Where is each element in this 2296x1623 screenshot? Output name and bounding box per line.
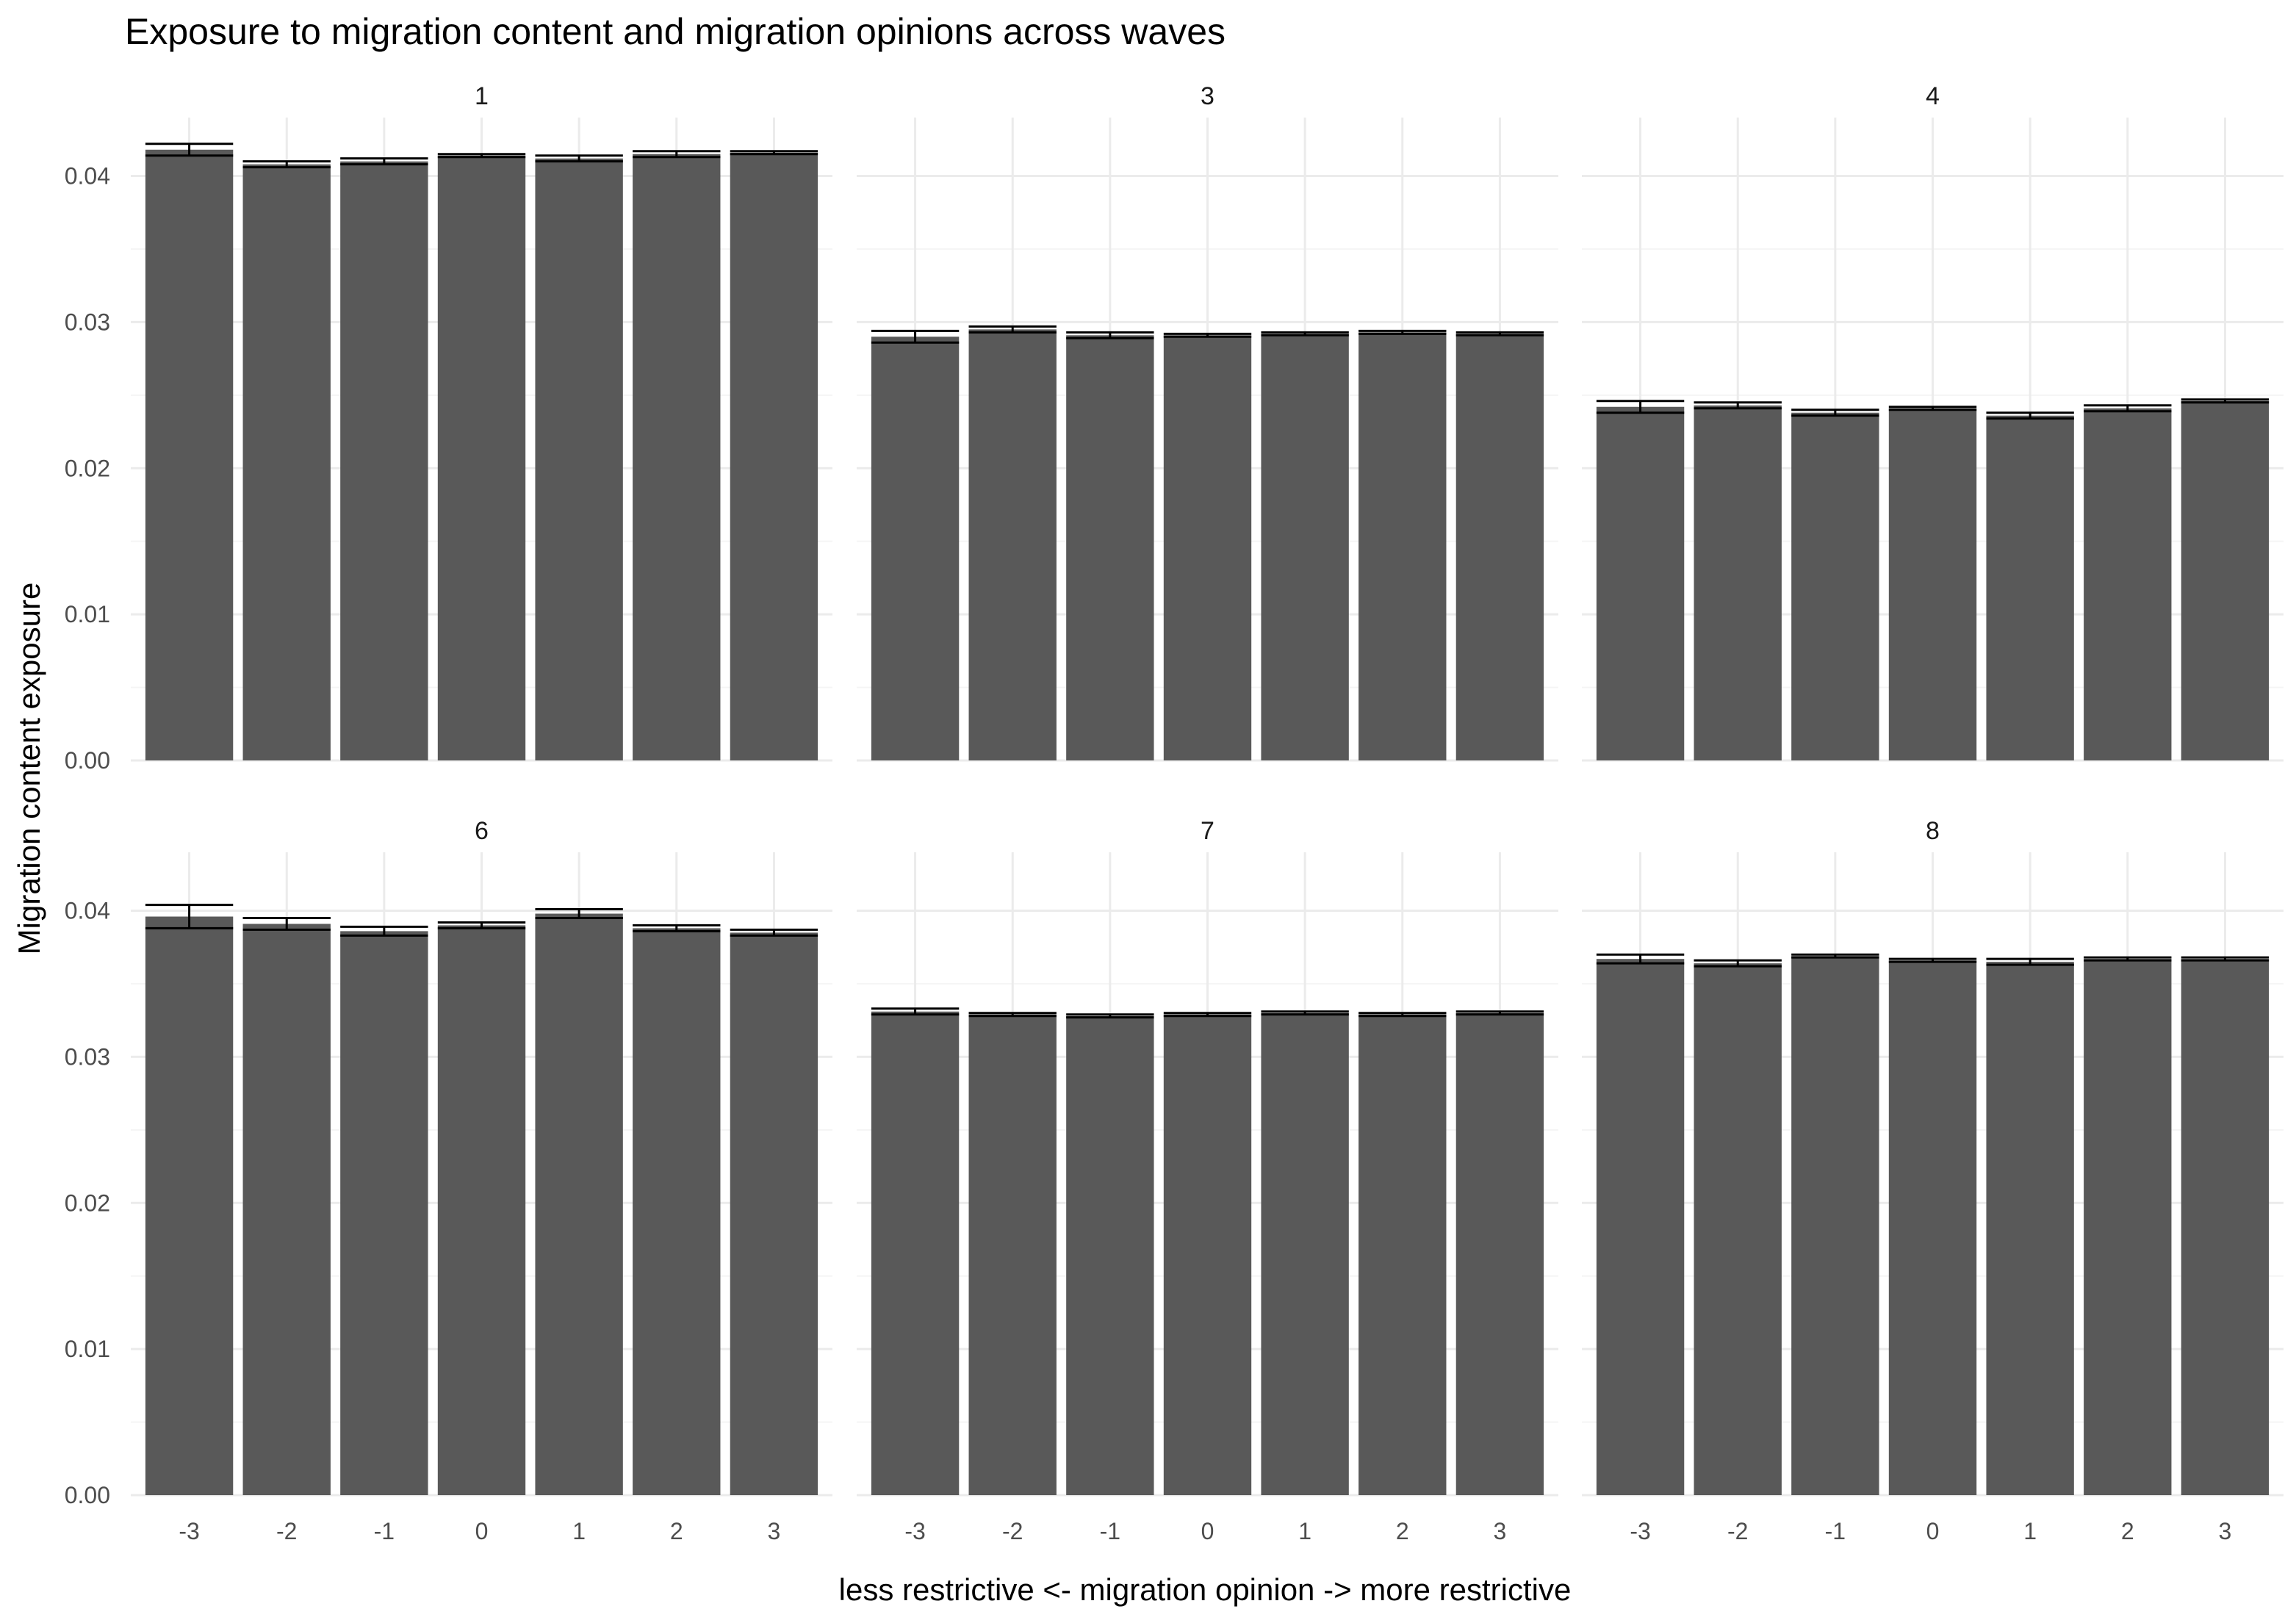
bar xyxy=(145,916,234,1495)
bar xyxy=(1455,1012,1544,1495)
bar xyxy=(1358,1014,1447,1495)
bar xyxy=(145,149,234,760)
bar xyxy=(242,164,331,761)
panel-label: 7 xyxy=(1201,817,1214,845)
bar xyxy=(968,1014,1057,1495)
bar xyxy=(730,152,818,760)
x-tick-label: -3 xyxy=(179,1518,199,1544)
facet-panels: 1 0.00 0.01 0.02 0.03 0.04 3 4 6 0.00 0.01 0.02 0.03… xyxy=(65,82,2284,1544)
bar xyxy=(2084,408,2172,760)
bar xyxy=(1596,959,1685,1495)
x-tick-label: -1 xyxy=(1825,1518,1846,1544)
bar xyxy=(535,158,623,760)
panel-7: 7 -3 -2 -1 0 1 2 3 xyxy=(857,817,1558,1544)
bar xyxy=(633,928,721,1495)
bar xyxy=(968,329,1057,760)
x-tick-label: 1 xyxy=(2023,1518,2037,1544)
panel-label: 1 xyxy=(475,82,489,110)
y-tick-label: 0.03 xyxy=(65,309,110,335)
panel-label: 3 xyxy=(1201,82,1214,110)
y-tick-label: 0.04 xyxy=(65,163,110,190)
bar xyxy=(1694,963,1782,1495)
x-tick-label: -3 xyxy=(1630,1518,1650,1544)
x-tick-label: 3 xyxy=(768,1518,781,1544)
bar xyxy=(1358,332,1447,760)
panel-8: 8 -3 -2 -1 0 1 2 3 xyxy=(1582,817,2284,1544)
bar xyxy=(633,154,721,760)
bar xyxy=(437,155,526,761)
panel-6: 6 0.00 0.01 0.02 0.03 0.04 -3 -2 -1 0 1 2 3 xyxy=(65,817,832,1544)
y-axis-title: Migration content exposure xyxy=(12,583,46,955)
x-tick-label: -2 xyxy=(1002,1518,1023,1544)
bar xyxy=(1986,415,2074,760)
x-tick-label: 2 xyxy=(670,1518,683,1544)
panel-label: 6 xyxy=(475,817,489,845)
x-tick-label: 2 xyxy=(1396,1518,1409,1544)
y-tick-label: 0.02 xyxy=(65,1190,110,1216)
bar xyxy=(2181,959,2270,1495)
bar xyxy=(730,932,818,1495)
x-tick-label: 0 xyxy=(1926,1518,1940,1544)
bar xyxy=(340,161,428,761)
x-tick-label: -1 xyxy=(1100,1518,1120,1544)
bar xyxy=(1066,335,1154,760)
x-tick-label: -2 xyxy=(276,1518,297,1544)
x-tick-label: 1 xyxy=(1298,1518,1311,1544)
chart-title: Exposure to migration content and migrat… xyxy=(125,11,1226,52)
y-tick-label: 0.00 xyxy=(65,747,110,774)
bar xyxy=(1888,960,1977,1495)
bar xyxy=(242,924,331,1495)
x-tick-label: -2 xyxy=(1727,1518,1748,1544)
x-tick-label: 3 xyxy=(2219,1518,2232,1544)
x-tick-label: 0 xyxy=(1201,1518,1214,1544)
bar xyxy=(1261,1012,1349,1495)
y-tick-label: 0.01 xyxy=(65,1336,110,1362)
bar xyxy=(1694,405,1782,760)
bar xyxy=(1455,334,1544,760)
bar xyxy=(437,925,526,1495)
panel-label: 8 xyxy=(1926,817,1940,845)
bar xyxy=(2084,959,2172,1495)
panel-4: 4 xyxy=(1582,82,2284,762)
bar xyxy=(1261,334,1349,760)
x-tick-label: -3 xyxy=(904,1518,925,1544)
x-tick-label: -1 xyxy=(374,1518,395,1544)
bar xyxy=(871,337,960,761)
x-tick-label: 2 xyxy=(2121,1518,2134,1544)
bar xyxy=(1791,956,1879,1495)
bar xyxy=(1596,406,1685,760)
x-tick-label: 3 xyxy=(1494,1518,1507,1544)
bar xyxy=(340,931,428,1495)
bar xyxy=(1888,408,1977,760)
bar xyxy=(1791,412,1879,760)
panel-1: 1 0.00 0.01 0.02 0.03 0.04 xyxy=(65,82,832,774)
bar xyxy=(1163,1014,1252,1495)
bar xyxy=(1986,962,2074,1495)
y-tick-label: 0.04 xyxy=(65,898,110,924)
y-tick-label: 0.03 xyxy=(65,1043,110,1070)
x-axis-title: less restrictive <- migration opinion ->… xyxy=(839,1572,1572,1607)
y-tick-label: 0.02 xyxy=(65,455,110,481)
bar xyxy=(535,913,623,1495)
bar xyxy=(1163,335,1252,760)
y-tick-label: 0.01 xyxy=(65,601,110,627)
bar xyxy=(1066,1015,1154,1495)
x-tick-label: 0 xyxy=(475,1518,489,1544)
x-tick-label: 1 xyxy=(572,1518,586,1544)
bar xyxy=(871,1011,960,1495)
panel-3: 3 xyxy=(857,82,1558,762)
y-tick-label: 0.00 xyxy=(65,1482,110,1508)
bar xyxy=(2181,400,2270,760)
panel-label: 4 xyxy=(1926,82,1940,110)
